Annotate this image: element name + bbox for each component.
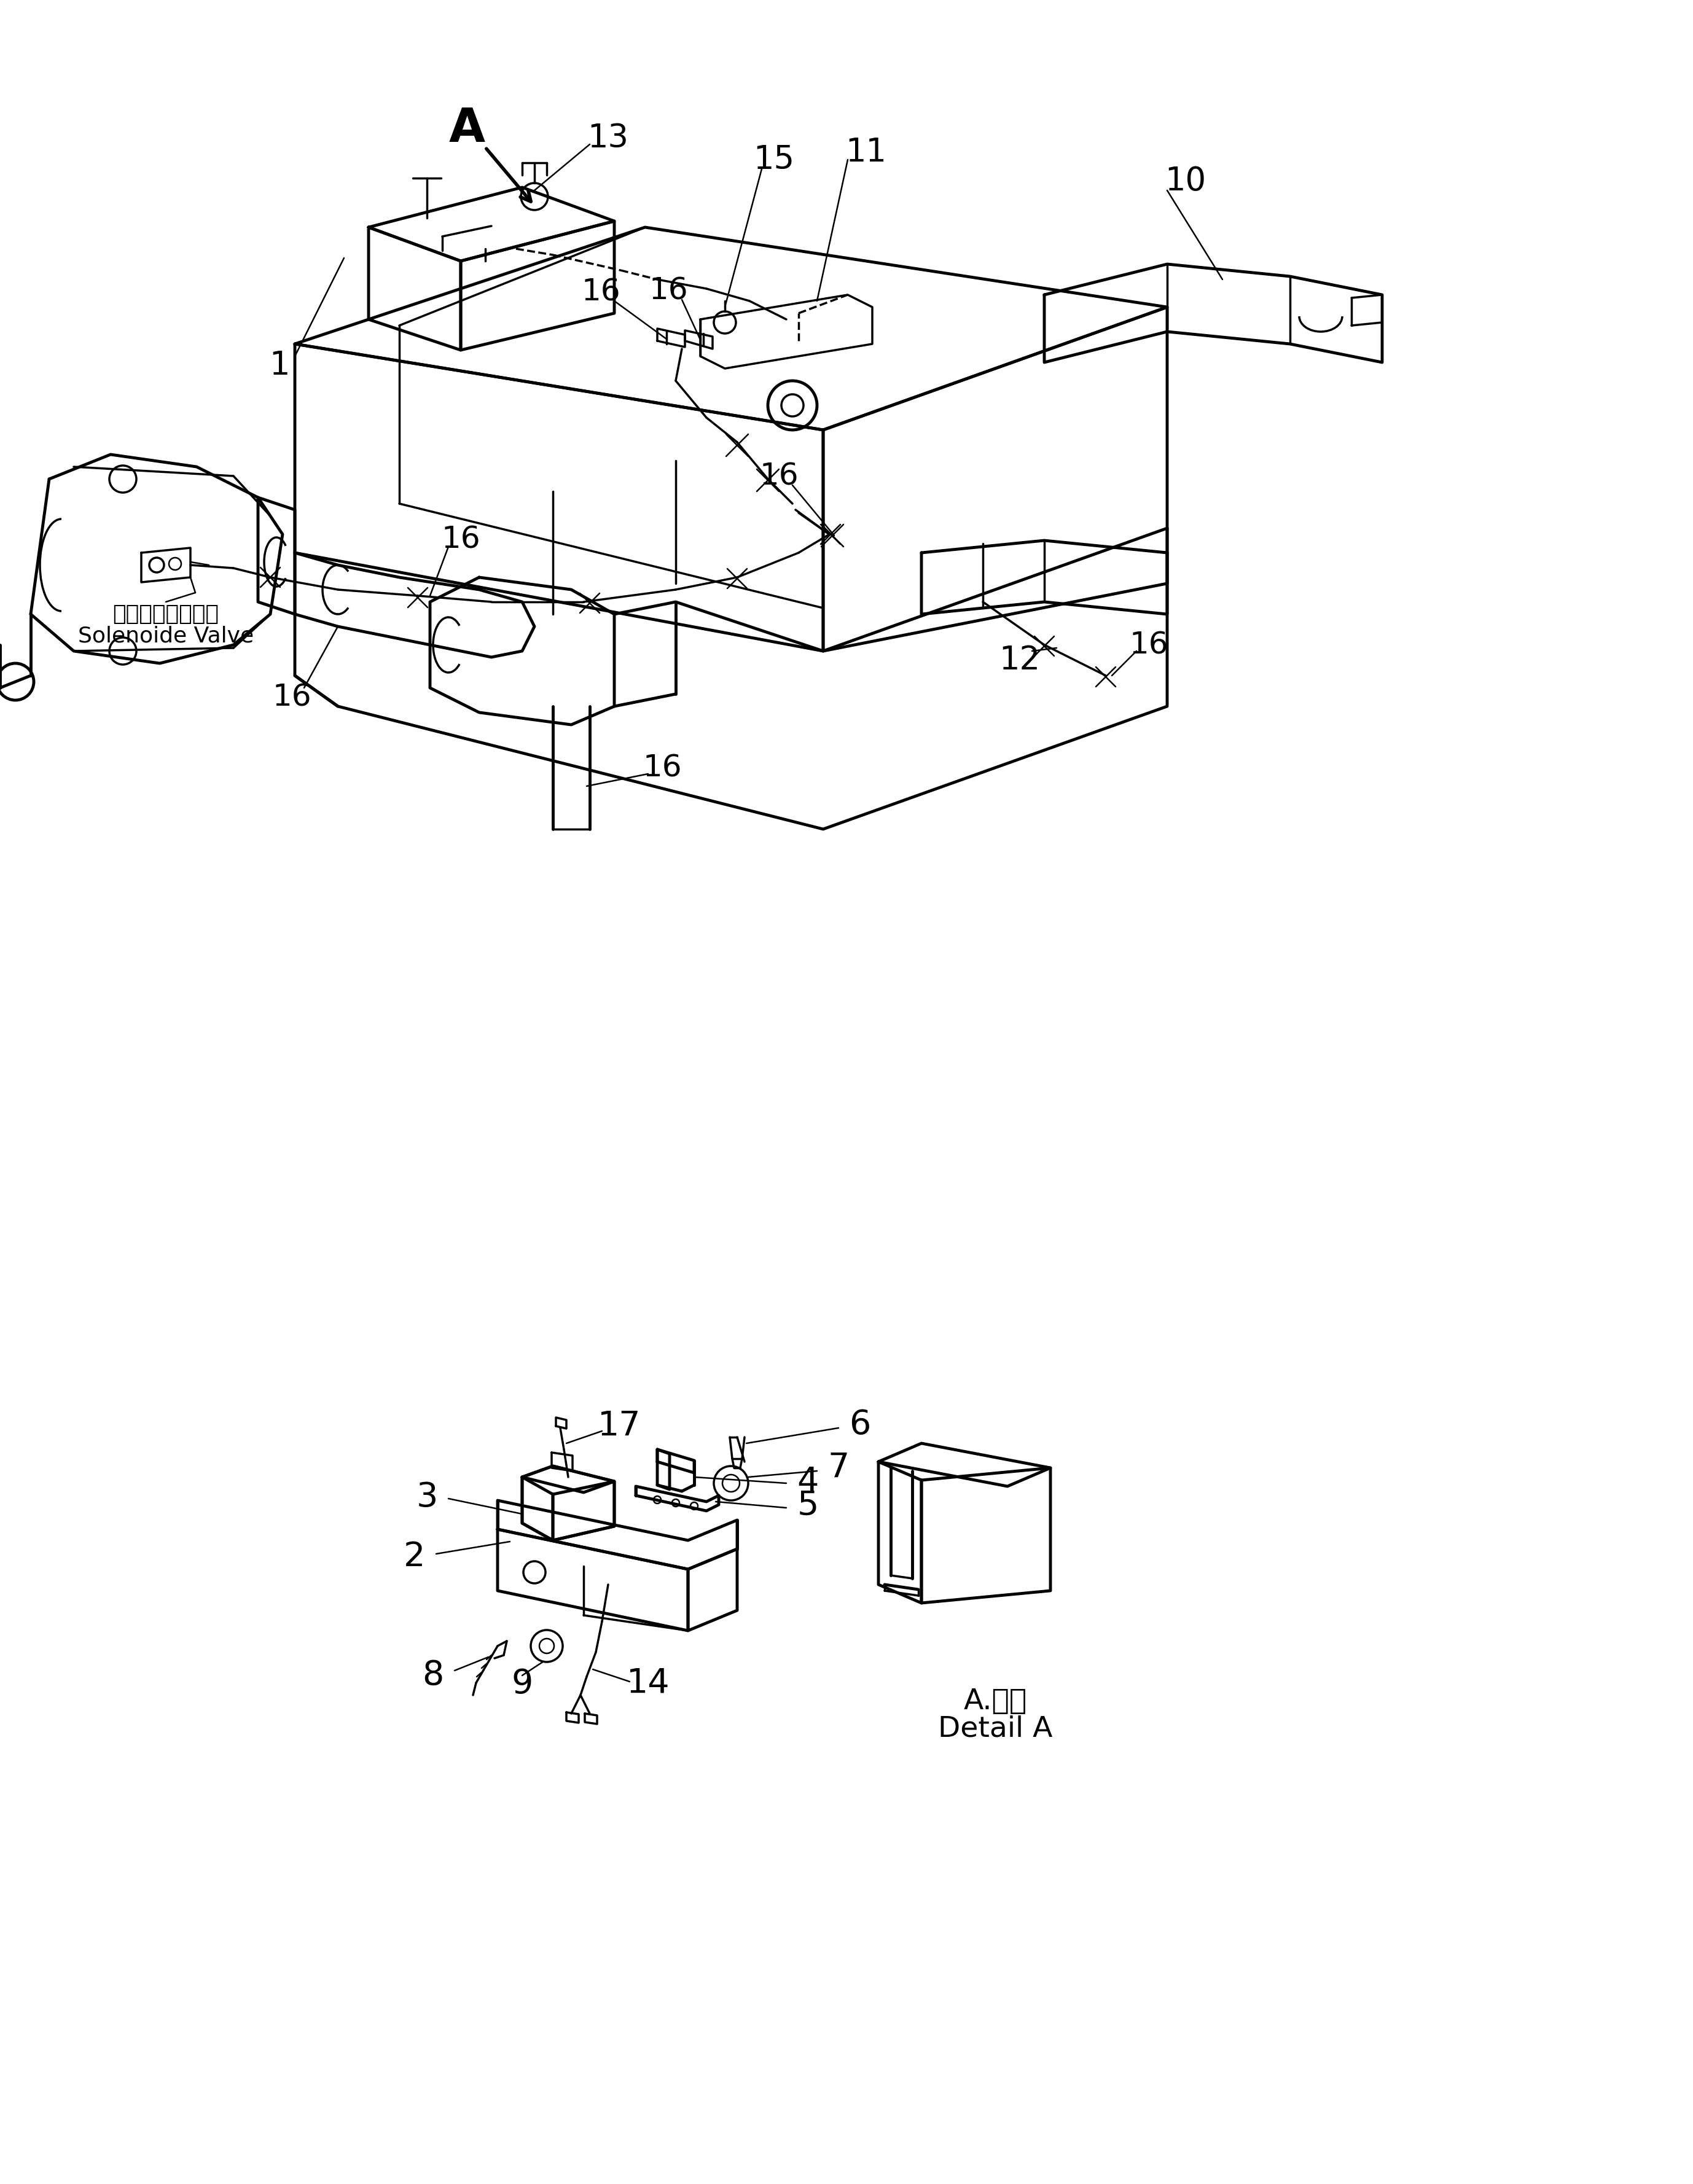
Text: 5: 5 (797, 1489, 819, 1522)
Text: 4: 4 (797, 1465, 819, 1498)
Text: 13: 13 (587, 122, 628, 155)
Text: 12: 12 (999, 644, 1040, 677)
Text: 1: 1 (269, 349, 290, 382)
Text: A.詳細: A.詳細 (963, 1688, 1028, 1714)
Text: 3: 3 (416, 1481, 438, 1514)
Text: Solenoide Valve: Solenoide Valve (78, 625, 254, 646)
Text: 16: 16 (643, 753, 682, 782)
Text: 16: 16 (442, 524, 481, 555)
Text: 16: 16 (273, 681, 312, 712)
Text: 11: 11 (845, 135, 887, 168)
Text: 16: 16 (1129, 631, 1168, 660)
Text: 15: 15 (753, 144, 794, 175)
Text: 17: 17 (598, 1409, 642, 1444)
Text: 14: 14 (626, 1666, 670, 1699)
Text: A: A (449, 107, 484, 151)
Text: ソレノイドバルブ: ソレノイドバルブ (113, 603, 218, 625)
Text: 16: 16 (581, 277, 620, 306)
Text: 16: 16 (648, 275, 687, 306)
Text: 9: 9 (511, 1666, 533, 1701)
Text: 2: 2 (405, 1540, 425, 1572)
Text: Detail A: Detail A (938, 1714, 1053, 1743)
Text: 16: 16 (760, 461, 799, 491)
Text: 8: 8 (422, 1660, 444, 1693)
Text: 6: 6 (850, 1409, 870, 1441)
Text: 7: 7 (828, 1452, 850, 1485)
Text: 10: 10 (1165, 166, 1205, 197)
